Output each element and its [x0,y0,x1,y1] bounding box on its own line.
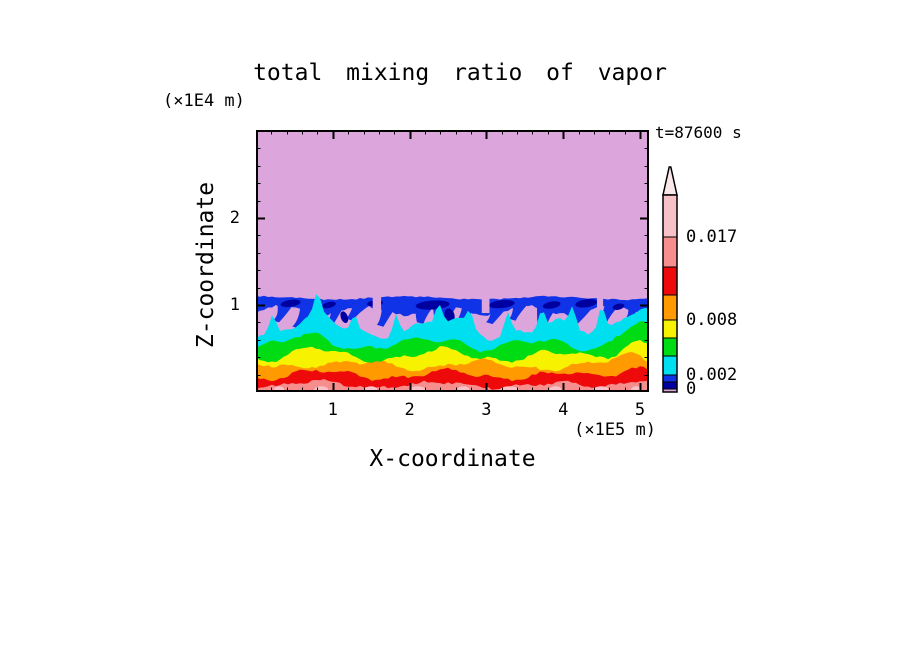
colorbar-value-label: 0 [686,379,697,399]
x-axis-unit-label: (×1E5 m) [574,420,656,440]
z-axis-title: Z-coordinate [193,181,219,349]
contour-plot [256,130,649,392]
time-annotation: t=87600 s [655,123,742,142]
x-tick-label: 1 [327,400,338,420]
colorbar-value-label: 0.008 [686,310,738,330]
colorbar [662,166,678,393]
x-tick-label: 5 [634,400,646,420]
x-tick-label: 2 [404,400,415,420]
x-tick-label: 4 [558,400,569,420]
z-tick-label: 1 [229,295,240,315]
z-tick-label: 2 [229,208,240,228]
x-axis-title: X-coordinate [369,446,536,472]
chart-title: total mixing ratio of vapor [253,60,667,86]
colorbar-value-label: 0.017 [686,227,738,247]
colorbar-value-label: 0.002 [686,365,738,385]
z-axis-unit-label: (×1E4 m) [163,91,245,111]
x-tick-label: 3 [481,400,492,420]
